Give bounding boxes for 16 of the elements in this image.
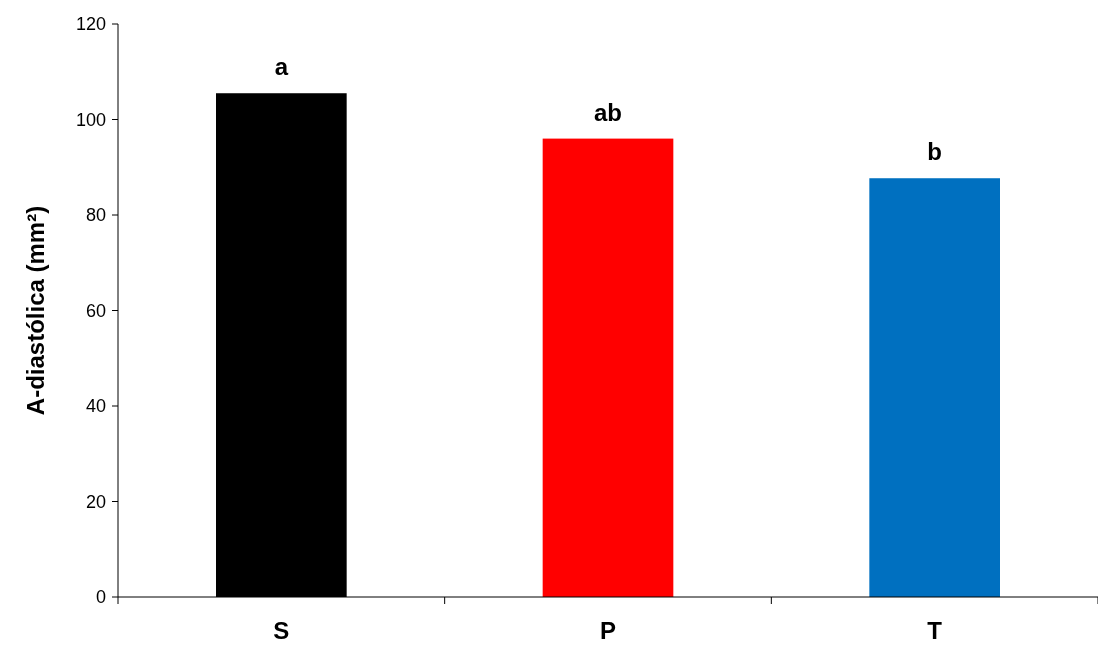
y-tick-label: 60 [85, 300, 106, 321]
y-tick-label: 0 [95, 587, 106, 608]
x-tick-label: S [273, 617, 290, 644]
x-tick-label: P [599, 617, 617, 644]
annotation: b [927, 138, 942, 166]
y-axis-title: A-diastólica (mm²) [22, 205, 49, 416]
y-tick-label: 120 [75, 14, 106, 35]
bar [869, 178, 1000, 597]
y-tick-label: 40 [85, 396, 106, 417]
annotation: ab [593, 98, 623, 126]
annotation: a [274, 53, 289, 81]
y-tick-label: 100 [75, 109, 106, 130]
bar [542, 138, 674, 597]
x-tick-label: T [927, 617, 943, 644]
y-tick-label: 80 [85, 205, 106, 226]
y-tick-label: 20 [85, 491, 106, 512]
